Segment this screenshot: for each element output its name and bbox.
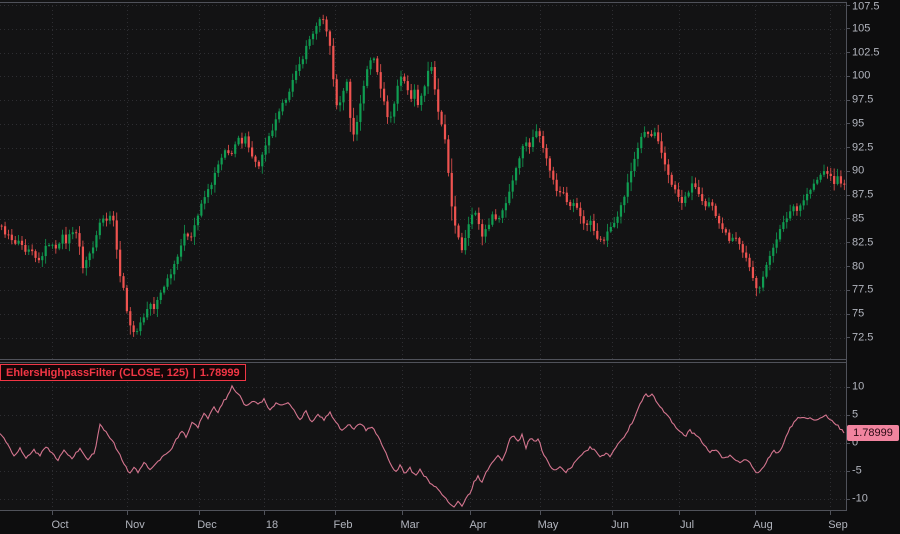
price-axis-label: 97.5 xyxy=(852,93,874,106)
indicator-badge-text: 1.78999 xyxy=(853,426,893,439)
price-axis-label: 92.5 xyxy=(852,141,874,154)
indicator-pane-canvas[interactable] xyxy=(0,362,846,510)
axis-tick xyxy=(846,386,850,388)
price-axis-label: 75 xyxy=(852,307,865,320)
pane-separator-top[interactable] xyxy=(0,359,848,360)
price-axis-label: 105 xyxy=(852,22,871,35)
price-axis-label: 95 xyxy=(852,117,865,130)
axis-tick xyxy=(846,242,850,244)
time-axis-tick xyxy=(540,511,541,515)
indicator-separator: | xyxy=(192,366,196,379)
price-axis-label: 102.5 xyxy=(852,46,880,59)
axis-tick xyxy=(846,266,850,268)
axis-tick xyxy=(846,170,850,172)
time-axis-tick xyxy=(679,511,680,515)
price-axis-label: 82.5 xyxy=(852,236,874,249)
time-axis[interactable]: Oct Nov Dec 18 Feb Mar Apr May Jun Jul Aug Sep xyxy=(0,511,900,534)
axis-tick xyxy=(846,194,850,196)
time-axis-label: Dec xyxy=(197,519,217,531)
price-axis-border xyxy=(846,2,847,511)
pane-top-border xyxy=(0,2,900,3)
price-axis-label: 87.5 xyxy=(852,188,874,201)
axis-tick xyxy=(846,147,850,149)
time-axis-label: Feb xyxy=(333,519,353,531)
time-axis-label: May xyxy=(537,519,559,531)
time-axis-tick xyxy=(755,511,756,515)
axis-tick xyxy=(846,52,850,54)
price-axis-label: 90 xyxy=(852,164,865,177)
time-axis-label: 18 xyxy=(265,519,279,531)
price-pane-canvas[interactable] xyxy=(0,2,846,359)
time-axis-tick xyxy=(402,511,403,515)
time-axis-border xyxy=(0,510,848,511)
indicator-value-badge: 1.78999 xyxy=(847,424,899,441)
time-axis-tick xyxy=(830,511,831,515)
axis-tick xyxy=(846,498,850,500)
axis-tick xyxy=(846,313,850,315)
price-axis-label: 80 xyxy=(852,260,865,273)
axis-tick xyxy=(846,218,850,220)
axis-tick xyxy=(846,4,850,6)
indicator-axis-label: 0 xyxy=(852,436,859,449)
indicator-value: 1.78999 xyxy=(199,366,240,379)
price-axis-label: 72.5 xyxy=(852,331,874,344)
price-axis-label: 107.5 xyxy=(852,0,880,13)
time-axis-label: Jun xyxy=(611,519,629,531)
time-axis-tick xyxy=(127,511,128,515)
price-axis-label: 77.5 xyxy=(852,283,874,296)
indicator-axis-label: 10 xyxy=(852,380,865,393)
time-axis-label: Mar xyxy=(400,519,420,531)
axis-tick xyxy=(846,75,850,77)
indicator-title: EhlersHighpassFilter (CLOSE, 125) xyxy=(6,366,189,379)
axis-tick xyxy=(846,123,850,125)
indicator-legend[interactable]: EhlersHighpassFilter (CLOSE, 125) | 1.78… xyxy=(0,364,246,381)
pane-separator-bottom[interactable] xyxy=(0,362,848,363)
time-axis-label: Nov xyxy=(125,519,145,531)
axis-tick xyxy=(846,99,850,101)
time-axis-tick xyxy=(264,511,265,515)
indicator-axis-label: -10 xyxy=(852,492,868,505)
time-axis-tick xyxy=(335,511,336,515)
axis-tick xyxy=(846,28,850,30)
time-axis-tick xyxy=(470,511,471,515)
time-axis-label: Aug xyxy=(753,519,773,531)
time-axis-label: Oct xyxy=(51,519,69,531)
time-axis-tick xyxy=(199,511,200,515)
axis-tick xyxy=(846,442,850,444)
price-axis-label: 85 xyxy=(852,212,865,225)
axis-tick xyxy=(846,414,850,416)
axis-tick xyxy=(846,337,850,339)
price-axis-label: 100 xyxy=(852,69,871,82)
axis-tick xyxy=(846,470,850,472)
time-axis-tick xyxy=(612,511,613,515)
time-axis-label: Sep xyxy=(828,519,848,531)
time-axis-tick xyxy=(52,511,53,515)
time-axis-label: Apr xyxy=(469,519,487,531)
axis-tick xyxy=(846,289,850,291)
indicator-axis-label: -5 xyxy=(852,464,862,477)
indicator-axis-label: 5 xyxy=(852,408,859,421)
time-axis-label: Jul xyxy=(679,519,695,531)
